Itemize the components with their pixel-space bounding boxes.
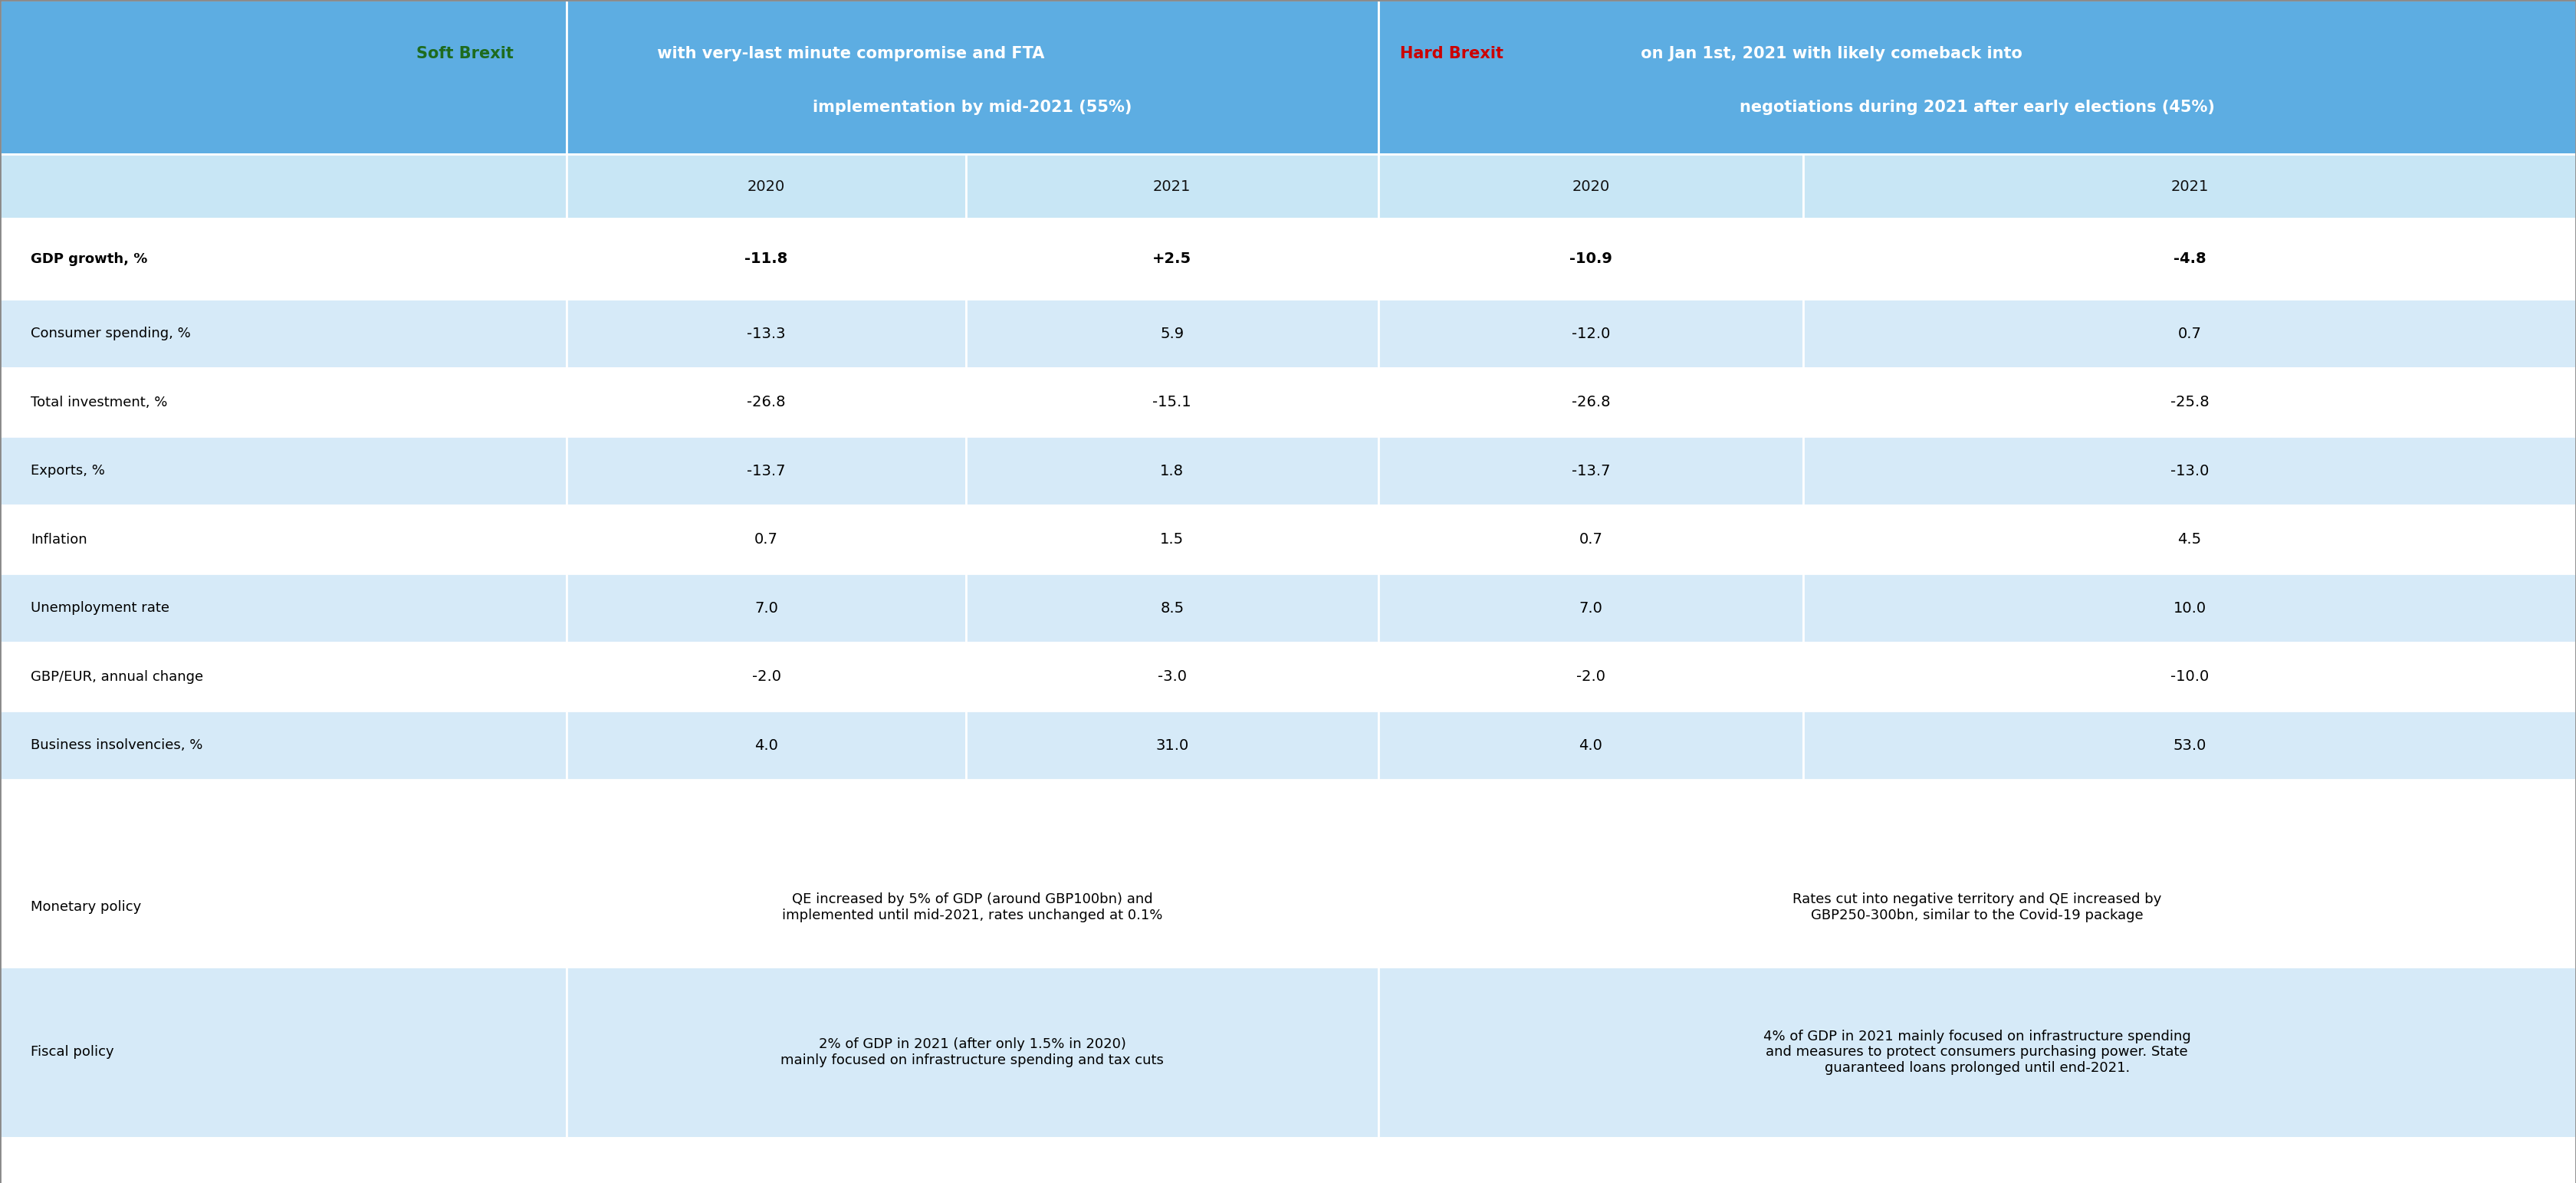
Text: -13.0: -13.0 bbox=[2172, 464, 2208, 478]
Text: -4.8: -4.8 bbox=[2174, 252, 2205, 266]
Bar bbox=[966, 154, 1378, 219]
Bar bbox=[1803, 711, 2576, 780]
Bar bbox=[966, 299, 1378, 368]
Text: Exports, %: Exports, % bbox=[31, 464, 106, 478]
Bar bbox=[1378, 437, 1803, 505]
Bar bbox=[1378, 574, 1803, 642]
Bar bbox=[567, 437, 966, 505]
Bar bbox=[1803, 368, 2576, 437]
Bar bbox=[567, 967, 1378, 1138]
Text: implementation by mid-2021 (55%): implementation by mid-2021 (55%) bbox=[814, 101, 1131, 115]
Bar bbox=[567, 711, 966, 780]
Text: -10.0: -10.0 bbox=[2172, 670, 2208, 684]
Bar bbox=[1378, 368, 1803, 437]
Bar bbox=[1378, 967, 2576, 1138]
Text: -26.8: -26.8 bbox=[1571, 395, 1610, 409]
Text: -12.0: -12.0 bbox=[1571, 327, 1610, 341]
Text: 2021: 2021 bbox=[2172, 179, 2208, 194]
Text: QE increased by 5% of GDP (around GBP100bn) and
implemented until mid-2021, rate: QE increased by 5% of GDP (around GBP100… bbox=[783, 892, 1162, 923]
Bar bbox=[1803, 299, 2576, 368]
Bar bbox=[567, 505, 966, 574]
Text: 0.7: 0.7 bbox=[2177, 327, 2202, 341]
Bar bbox=[0, 219, 567, 299]
Bar bbox=[1803, 437, 2576, 505]
Bar bbox=[1378, 642, 1803, 711]
Bar bbox=[0, 505, 567, 574]
Text: 2020: 2020 bbox=[747, 179, 786, 194]
Text: 2020: 2020 bbox=[1571, 179, 1610, 194]
Text: -15.1: -15.1 bbox=[1151, 395, 1193, 409]
Text: -13.3: -13.3 bbox=[747, 327, 786, 341]
Bar bbox=[0, 642, 567, 711]
Text: 0.7: 0.7 bbox=[1579, 532, 1602, 547]
Bar bbox=[0, 967, 567, 1138]
Text: 53.0: 53.0 bbox=[2174, 738, 2205, 752]
Bar bbox=[567, 848, 1378, 967]
Bar bbox=[966, 711, 1378, 780]
Bar bbox=[1378, 1138, 1803, 1183]
Bar bbox=[1803, 1138, 2576, 1183]
Bar bbox=[1803, 219, 2576, 299]
Bar bbox=[966, 642, 1378, 711]
Text: Consumer spending, %: Consumer spending, % bbox=[31, 327, 191, 341]
Bar bbox=[567, 1138, 966, 1183]
Text: GDP growth, %: GDP growth, % bbox=[31, 252, 147, 266]
Text: 2021: 2021 bbox=[1154, 179, 1190, 194]
Bar bbox=[1803, 505, 2576, 574]
Bar bbox=[567, 154, 966, 219]
Bar bbox=[567, 0, 1378, 154]
Text: -2.0: -2.0 bbox=[752, 670, 781, 684]
Bar bbox=[0, 1138, 567, 1183]
Bar bbox=[567, 574, 966, 642]
Bar bbox=[0, 711, 567, 780]
Text: Inflation: Inflation bbox=[31, 532, 88, 547]
Text: 5.9: 5.9 bbox=[1159, 327, 1185, 341]
Text: 7.0: 7.0 bbox=[1579, 601, 1602, 615]
Text: Monetary policy: Monetary policy bbox=[31, 900, 142, 914]
Bar bbox=[1803, 642, 2576, 711]
Text: GBP/EUR, annual change: GBP/EUR, annual change bbox=[31, 670, 204, 684]
Text: Business insolvencies, %: Business insolvencies, % bbox=[31, 738, 204, 752]
Bar bbox=[567, 368, 966, 437]
Text: Soft Brexit: Soft Brexit bbox=[417, 46, 513, 62]
Text: 10.0: 10.0 bbox=[2174, 601, 2205, 615]
Text: 4% of GDP in 2021 mainly focused on infrastructure spending
and measures to prot: 4% of GDP in 2021 mainly focused on infr… bbox=[1765, 1029, 2190, 1075]
Text: negotiations during 2021 after early elections (45%): negotiations during 2021 after early ele… bbox=[1739, 101, 2215, 115]
Bar bbox=[567, 219, 966, 299]
Bar bbox=[567, 299, 966, 368]
Bar bbox=[966, 437, 1378, 505]
Bar bbox=[1378, 299, 1803, 368]
Text: -13.7: -13.7 bbox=[747, 464, 786, 478]
Text: 7.0: 7.0 bbox=[755, 601, 778, 615]
Bar bbox=[1378, 711, 1803, 780]
Text: on Jan 1st, 2021 with likely comeback into: on Jan 1st, 2021 with likely comeback in… bbox=[1636, 46, 2022, 62]
Bar bbox=[567, 642, 966, 711]
Bar bbox=[0, 848, 567, 967]
Text: -10.9: -10.9 bbox=[1569, 252, 1613, 266]
Text: -25.8: -25.8 bbox=[2169, 395, 2210, 409]
Text: Hard Brexit: Hard Brexit bbox=[1399, 46, 1504, 62]
Bar bbox=[0, 299, 567, 368]
Text: 4.5: 4.5 bbox=[2177, 532, 2202, 547]
Text: Rates cut into negative territory and QE increased by
GBP250-300bn, similar to t: Rates cut into negative territory and QE… bbox=[1793, 892, 2161, 923]
Text: -13.7: -13.7 bbox=[1571, 464, 1610, 478]
Bar bbox=[0, 368, 567, 437]
Text: -26.8: -26.8 bbox=[747, 395, 786, 409]
Text: -2.0: -2.0 bbox=[1577, 670, 1605, 684]
Text: 2% of GDP in 2021 (after only 1.5% in 2020)
mainly focused on infrastructure spe: 2% of GDP in 2021 (after only 1.5% in 20… bbox=[781, 1037, 1164, 1067]
Bar bbox=[1378, 154, 1803, 219]
Bar bbox=[1378, 219, 1803, 299]
Bar bbox=[0, 154, 567, 219]
Bar bbox=[966, 368, 1378, 437]
Text: 0.7: 0.7 bbox=[755, 532, 778, 547]
Text: +2.5: +2.5 bbox=[1151, 252, 1193, 266]
Text: 1.8: 1.8 bbox=[1159, 464, 1185, 478]
Bar bbox=[1803, 574, 2576, 642]
Bar bbox=[0, 437, 567, 505]
Text: 1.5: 1.5 bbox=[1159, 532, 1185, 547]
Bar bbox=[966, 505, 1378, 574]
Text: 31.0: 31.0 bbox=[1157, 738, 1188, 752]
Text: Total investment, %: Total investment, % bbox=[31, 395, 167, 409]
Text: Fiscal policy: Fiscal policy bbox=[31, 1046, 113, 1059]
Text: -11.8: -11.8 bbox=[744, 252, 788, 266]
